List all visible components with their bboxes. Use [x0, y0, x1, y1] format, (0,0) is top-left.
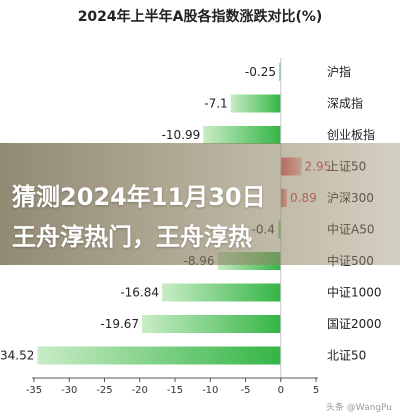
bar-1: [230, 94, 281, 113]
category-label-9: 北证50: [327, 349, 366, 363]
x-tick-label-5: -10: [202, 385, 218, 396]
chart-title: 2024年上半年A股各指数涨跌对比(%): [78, 8, 323, 25]
headline-line-1: 猜测2024年11月30日: [12, 183, 266, 211]
watermark: 头条 @WangPu: [325, 403, 392, 413]
value-label-2: -10.99: [162, 128, 201, 142]
x-tick-label-2: -25: [96, 385, 112, 396]
value-label-9: -34.52: [0, 349, 34, 363]
value-label-1: -7.1: [204, 97, 227, 111]
x-tick-label-3: -20: [132, 385, 148, 396]
bar-9: [37, 346, 281, 365]
x-tick-label-1: -30: [61, 385, 77, 396]
category-label-1: 深成指: [327, 96, 363, 111]
bar-0: [278, 63, 281, 81]
x-tick-label-4: -15: [167, 385, 183, 396]
category-label-2: 创业板指: [327, 127, 375, 142]
value-label-0: -0.25: [245, 65, 276, 79]
value-label-7: -16.84: [120, 286, 159, 300]
bar-8: [142, 315, 281, 333]
category-label-7: 中证1000: [327, 285, 382, 300]
x-tick-label-8: 5: [313, 385, 319, 396]
category-label-0: 沪指: [327, 64, 351, 79]
x-tick-label-0: -35: [26, 385, 42, 396]
headline-line-2: 王舟淳热门，王舟淳热: [12, 223, 252, 251]
x-tick-label-7: 0: [278, 385, 284, 396]
bar-2: [203, 126, 281, 144]
bar-7: [162, 283, 281, 302]
value-label-8: -19.67: [100, 317, 139, 331]
category-label-8: 国证2000: [327, 317, 382, 331]
headline-overlay: 猜测2024年11月30日 王舟淳热门，王舟淳热: [0, 143, 400, 265]
x-tick-label-6: -5: [241, 385, 251, 396]
